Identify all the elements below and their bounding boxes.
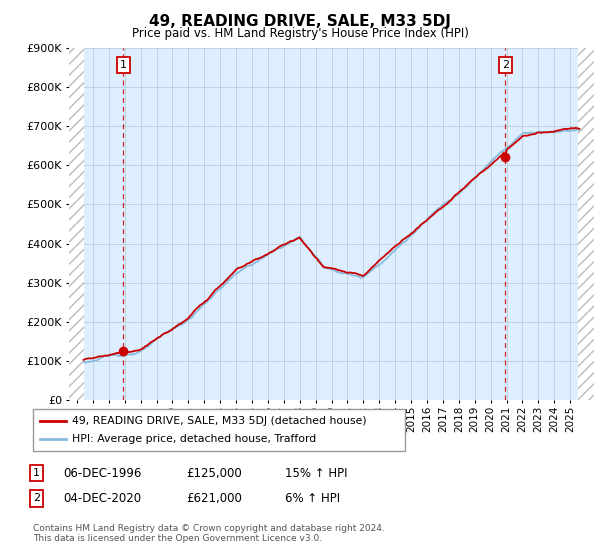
Text: 2: 2 — [33, 493, 40, 503]
Text: Price paid vs. HM Land Registry's House Price Index (HPI): Price paid vs. HM Land Registry's House … — [131, 27, 469, 40]
Text: 49, READING DRIVE, SALE, M33 5DJ: 49, READING DRIVE, SALE, M33 5DJ — [149, 14, 451, 29]
Text: 06-DEC-1996: 06-DEC-1996 — [63, 466, 142, 480]
Text: 04-DEC-2020: 04-DEC-2020 — [63, 492, 141, 505]
Text: 1: 1 — [33, 468, 40, 478]
Text: £125,000: £125,000 — [186, 466, 242, 480]
Bar — [69, 48, 83, 400]
Text: Contains HM Land Registry data © Crown copyright and database right 2024.
This d: Contains HM Land Registry data © Crown c… — [33, 524, 385, 543]
Text: £621,000: £621,000 — [186, 492, 242, 505]
Text: 1: 1 — [120, 60, 127, 70]
Text: 15% ↑ HPI: 15% ↑ HPI — [285, 466, 347, 480]
Text: 6% ↑ HPI: 6% ↑ HPI — [285, 492, 340, 505]
Text: HPI: Average price, detached house, Trafford: HPI: Average price, detached house, Traf… — [72, 434, 316, 444]
Bar — [578, 48, 594, 400]
Text: 49, READING DRIVE, SALE, M33 5DJ (detached house): 49, READING DRIVE, SALE, M33 5DJ (detach… — [72, 416, 367, 426]
Text: 2: 2 — [502, 60, 509, 70]
